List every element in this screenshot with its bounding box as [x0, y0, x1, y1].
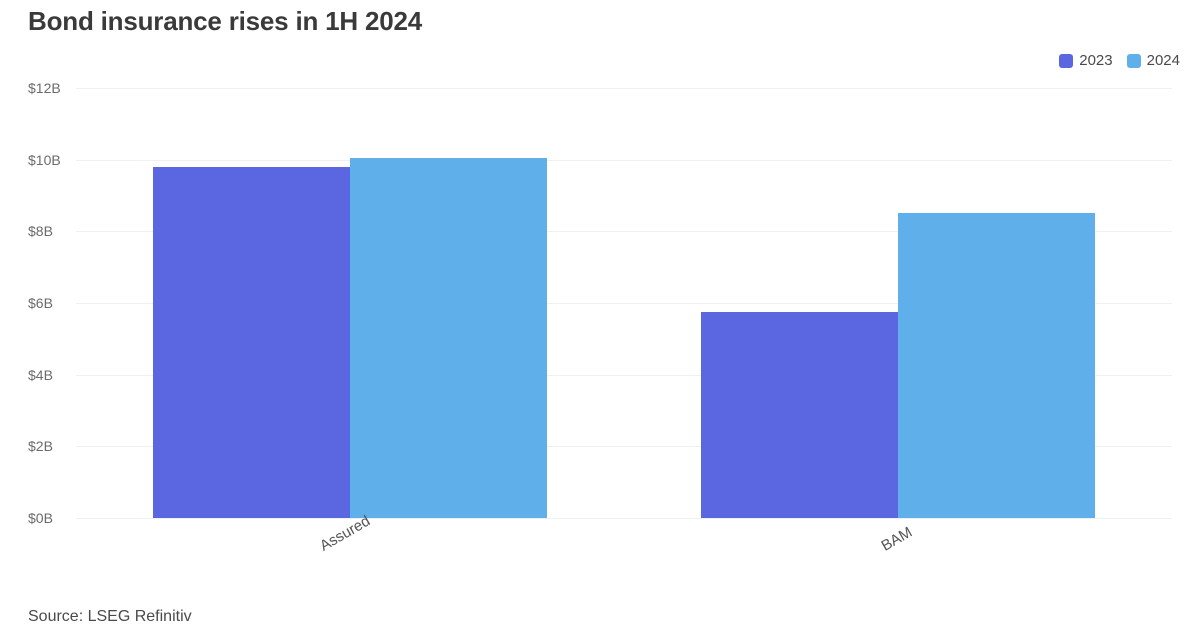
y-tick-label: $0B: [28, 510, 72, 526]
chart-legend: 2023 2024: [1059, 52, 1180, 69]
y-tick-label: $4B: [28, 367, 72, 383]
y-tick-label: $8B: [28, 223, 72, 239]
bar-bam-2023: [701, 312, 898, 518]
legend-item-2024: 2024: [1127, 52, 1180, 69]
y-tick-label: $6B: [28, 295, 72, 311]
legend-swatch-2023: [1059, 54, 1073, 68]
x-axis-labels: AssuredBAM: [76, 530, 1172, 590]
y-tick-label: $2B: [28, 438, 72, 454]
legend-label-2024: 2024: [1147, 52, 1180, 69]
x-tick-label: BAM: [878, 524, 915, 555]
legend-label-2023: 2023: [1079, 52, 1112, 69]
chart-title: Bond insurance rises in 1H 2024: [28, 6, 422, 37]
y-tick-label: $10B: [28, 152, 72, 168]
y-tick-label: $12B: [28, 80, 72, 96]
gridline: [76, 518, 1172, 519]
bars-layer: [76, 88, 1172, 518]
bar-bam-2024: [898, 213, 1095, 518]
source-attribution: Source: LSEG Refinitiv: [28, 608, 192, 626]
legend-swatch-2024: [1127, 54, 1141, 68]
bar-assured-2024: [350, 158, 547, 518]
bar-assured-2023: [153, 167, 350, 518]
legend-item-2023: 2023: [1059, 52, 1112, 69]
bar-chart: $0B$2B$4B$6B$8B$10B$12B: [28, 88, 1172, 518]
